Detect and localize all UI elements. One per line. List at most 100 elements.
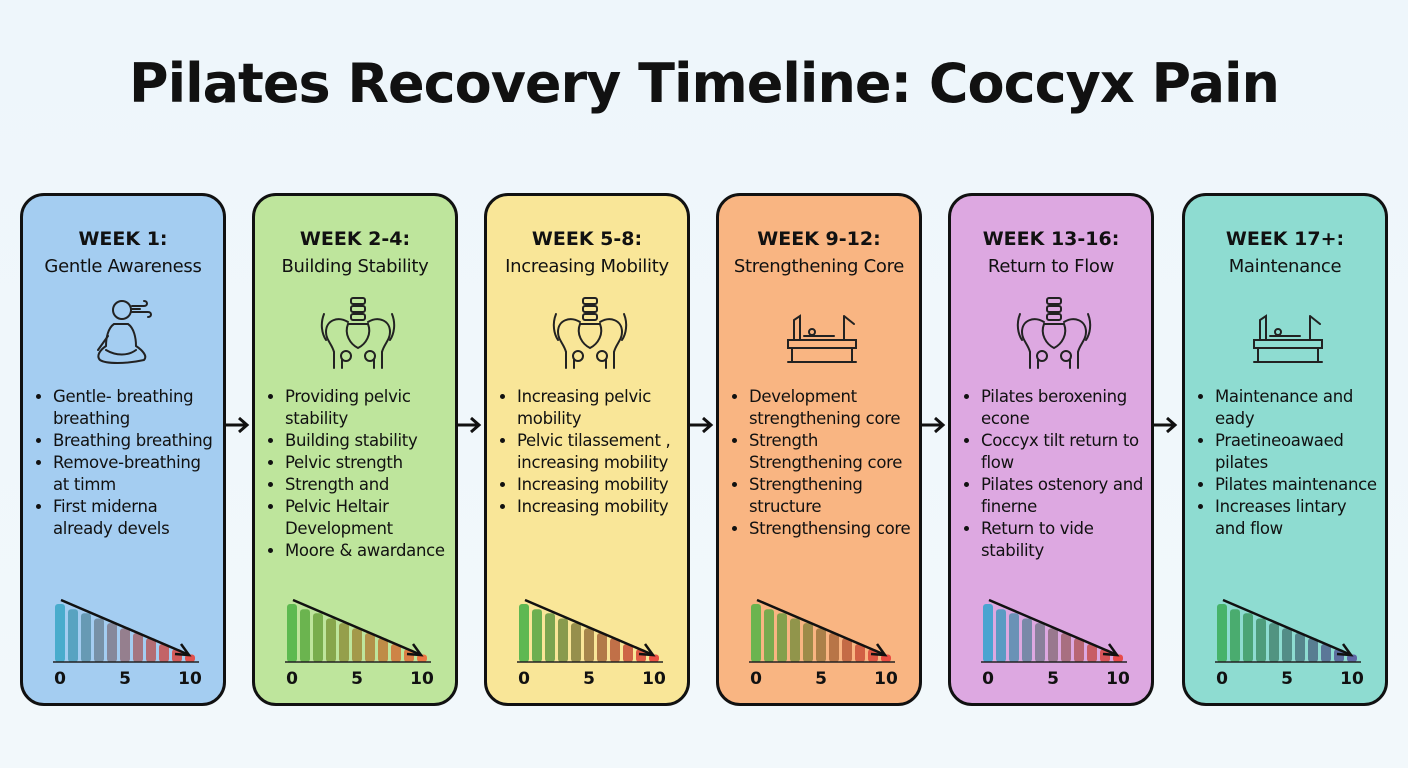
chart-bar xyxy=(532,609,542,662)
trend-arrow xyxy=(60,598,188,656)
chart-bar xyxy=(558,618,568,662)
tick-label: 5 xyxy=(583,669,595,689)
chart-bar xyxy=(1321,644,1331,662)
stage-card: WEEK 5-8: Increasing Mobility Increasing… xyxy=(484,193,690,706)
chart-bar xyxy=(751,604,761,662)
tick-label: 5 xyxy=(119,669,131,689)
list-item: Remove-breathing at timm xyxy=(53,452,219,496)
stage-items: Providing pelvic stabilityBuilding stabi… xyxy=(265,386,451,562)
tick-label: 0 xyxy=(750,669,762,689)
stage-card: WEEK 17+: Maintenance Maintenance and ea… xyxy=(1182,193,1388,706)
chart-bar xyxy=(868,649,878,662)
chart-bar xyxy=(55,604,65,662)
list-item: Increasing pelvic mobility xyxy=(517,386,683,430)
stage-items: Maintenance and eadyPraetineoawaed pilat… xyxy=(1195,386,1381,540)
chart-bar xyxy=(996,609,1006,662)
list-item: Praetineoawaed pilates xyxy=(1215,430,1381,474)
chart-bar xyxy=(1282,628,1292,662)
pelvis-icon xyxy=(552,297,628,369)
chart-bar xyxy=(1035,623,1045,662)
trend-arrow xyxy=(524,598,652,656)
chart-bar xyxy=(777,613,787,662)
meditation-breathing-icon xyxy=(97,300,152,364)
arrow-right-icon xyxy=(1154,416,1178,434)
chart-bar xyxy=(133,633,143,662)
list-item: Providing pelvic stability xyxy=(285,386,451,430)
chart-bar xyxy=(391,644,401,662)
chart-bar xyxy=(339,623,349,662)
pain-bar-chart: 0 5 10 xyxy=(1215,598,1364,689)
chart-bar xyxy=(1022,618,1032,662)
chart-bar xyxy=(571,623,581,662)
chart-bar xyxy=(287,604,297,662)
tick-label: 10 xyxy=(178,669,202,689)
pain-bar-chart: 0 5 10 xyxy=(517,598,666,689)
list-item: Increases lintary and flow xyxy=(1215,496,1381,540)
chart-bar xyxy=(326,618,336,662)
reformer-icon xyxy=(1253,314,1323,363)
stage-title: Strengthening Core xyxy=(733,256,905,277)
chart-bar xyxy=(1347,654,1357,662)
chart-bar xyxy=(120,628,130,662)
list-item: Strength Strengthening core xyxy=(749,430,915,474)
chart-bar xyxy=(584,628,594,662)
list-item: Strengthensing core xyxy=(749,518,915,540)
chart-bar xyxy=(1113,654,1123,662)
pelvis-icon xyxy=(1016,297,1092,369)
stage-card: WEEK 1: Gentle Awareness Gentle- breathi… xyxy=(20,193,226,706)
chart-bar xyxy=(829,633,839,662)
chart-bar xyxy=(1295,633,1305,662)
stage-week: WEEK 2-4: xyxy=(299,228,411,250)
chart-bar xyxy=(1256,618,1266,662)
chart-bar xyxy=(365,633,375,662)
list-item: Pelvic tilassement , increasing mobility xyxy=(517,430,683,474)
chart-bar xyxy=(107,623,117,662)
chart-bar xyxy=(855,644,865,662)
tick-label: 0 xyxy=(518,669,530,689)
pain-bar-chart: 0 5 10 xyxy=(749,598,898,689)
chart-bar xyxy=(1061,633,1071,662)
tick-label: 5 xyxy=(815,669,827,689)
tick-label: 10 xyxy=(410,669,434,689)
list-item: Moore & awardance xyxy=(285,540,451,562)
chart-bar xyxy=(519,604,529,662)
stage-items: Gentle- breathing breathingBreathing bre… xyxy=(33,386,219,540)
trend-arrow xyxy=(756,598,884,656)
chart-bar xyxy=(597,633,607,662)
chart-bar xyxy=(313,613,323,662)
stage-week: WEEK 5-8: xyxy=(531,228,643,250)
list-item: Increasing mobility xyxy=(517,496,683,518)
chart-bar xyxy=(1100,649,1110,662)
chart-bar xyxy=(1087,644,1097,662)
chart-bar xyxy=(1334,649,1344,662)
chart-bar xyxy=(94,618,104,662)
chart-bar xyxy=(649,654,659,662)
chart-bar xyxy=(300,609,310,662)
list-item: Pelvic strength xyxy=(285,452,451,474)
chart-bar xyxy=(790,618,800,662)
chart-bar xyxy=(172,649,182,662)
tick-label: 5 xyxy=(351,669,363,689)
pelvis-icon xyxy=(320,297,396,369)
stage-card: WEEK 13-16: Return to Flow Pilates berox… xyxy=(948,193,1154,706)
chart-bar xyxy=(881,654,891,662)
list-item: Pelvic Heltair Development xyxy=(285,496,451,540)
list-item: Breathing breathing xyxy=(53,430,219,452)
list-item: Pilates ostenory and finerne xyxy=(981,474,1147,518)
chart-bar xyxy=(1009,613,1019,662)
chart-bar xyxy=(1217,604,1227,662)
pain-bar-chart: 0 5 10 xyxy=(981,598,1130,689)
list-item: First miderna already devels xyxy=(53,496,219,540)
tick-label: 10 xyxy=(1340,669,1364,689)
tick-label: 5 xyxy=(1281,669,1293,689)
chart-bar xyxy=(1074,638,1084,662)
arrow-right-icon xyxy=(226,416,250,434)
tick-label: 0 xyxy=(286,669,298,689)
tick-label: 0 xyxy=(982,669,994,689)
chart-bar xyxy=(81,613,91,662)
stage-title: Building Stability xyxy=(281,256,429,277)
list-item: Pilates beroxening econe xyxy=(981,386,1147,430)
list-item: Increasing mobility xyxy=(517,474,683,496)
list-item: Pilates maintenance xyxy=(1215,474,1381,496)
stage-week: WEEK 9-12: xyxy=(757,228,881,250)
